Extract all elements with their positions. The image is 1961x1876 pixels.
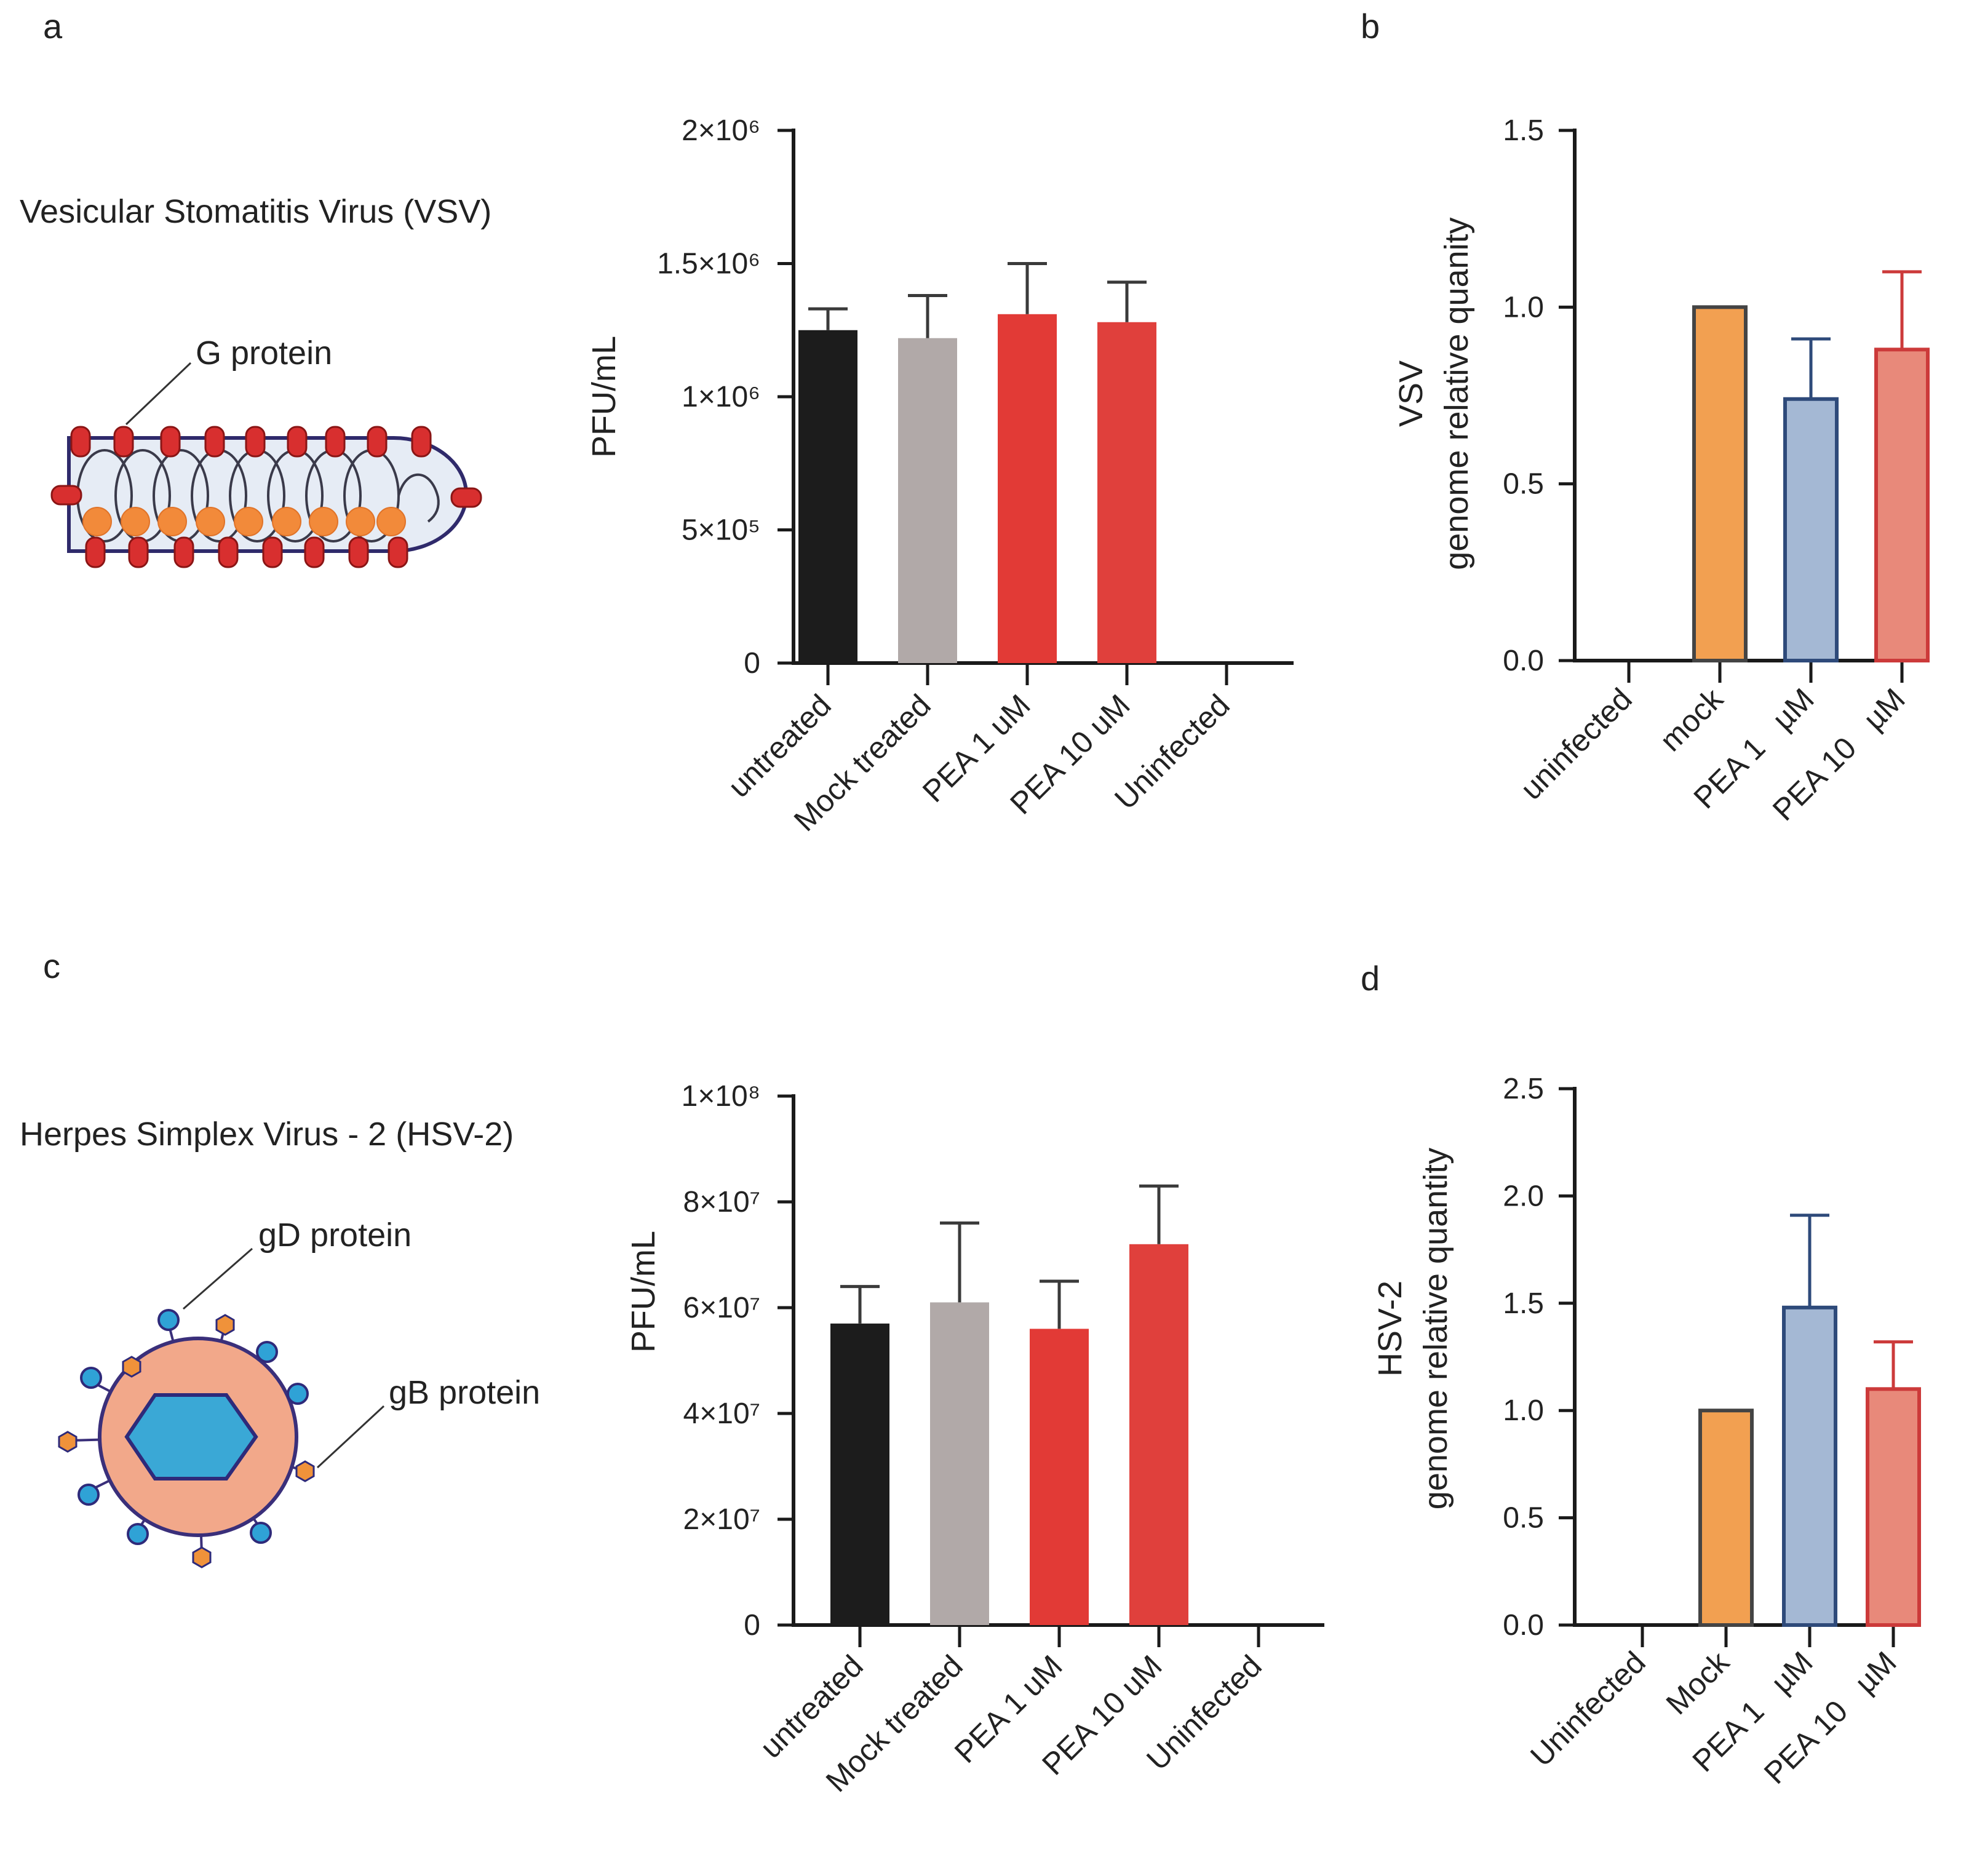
y-tick-label: 0 <box>744 1609 760 1642</box>
hsv-schematic: Herpes Simplex Virus - 2 (HSV-2) gD prot… <box>20 1116 540 1568</box>
bar-pea-10-m <box>1874 348 1930 662</box>
chart-b: 0.0 0.5 1.0 1.5 VSV genome relative quanity un… <box>1393 114 1930 827</box>
hsv-gb-proteins <box>58 1314 315 1568</box>
bar-untreated <box>830 1323 889 1625</box>
y-tick-label: 1.5 <box>1503 114 1544 147</box>
y-tick-label: 2×10⁷ <box>683 1503 760 1536</box>
y-tick-label: 1×10⁶ <box>682 381 760 413</box>
y-tick-label: 0.0 <box>1503 645 1544 677</box>
y-tick-label: 5×10⁵ <box>682 514 760 547</box>
x-category-label: Mock <box>1660 1644 1736 1721</box>
y-axis-label: PFU/mL <box>586 336 623 458</box>
y-tick-label: 0.0 <box>1503 1609 1544 1642</box>
bar-pea-10-m <box>1866 1387 1921 1628</box>
panel-letter-d: d <box>1361 959 1380 998</box>
y-tick-label: 1.5×10⁶ <box>657 248 760 280</box>
bar-pea-10-um <box>1097 322 1156 663</box>
vsv-title: Vesicular Stomatitis Virus (VSV) <box>20 193 491 230</box>
y-axis-label: PFU/mL <box>625 1231 662 1353</box>
y-tick-label: 8×10⁷ <box>683 1186 760 1218</box>
bar-pea-1-m <box>1782 1305 1837 1627</box>
y-tick-label: 0.5 <box>1503 1502 1544 1535</box>
hsv-gd-proteins <box>78 1309 309 1545</box>
hsv-gd-leader <box>183 1247 253 1310</box>
y-tick-label: 1.0 <box>1503 1394 1544 1427</box>
y-tick-label: 1×10⁸ <box>682 1080 760 1113</box>
hsv-gb-protein-label: gB protein <box>389 1374 540 1411</box>
x-category-label: mock <box>1653 681 1730 758</box>
bar-mock-treated <box>930 1302 989 1625</box>
bar-pea-1-m <box>1783 397 1839 662</box>
vsv-g-protein-leader <box>125 362 192 426</box>
vsv-nucleoproteins <box>82 507 406 536</box>
bar-untreated <box>798 330 857 663</box>
bar-pea-1-um <box>998 314 1057 663</box>
y-tick-label: 1.0 <box>1503 291 1544 324</box>
hsv-capsid <box>124 1393 258 1481</box>
y-tick-label: 6×10⁷ <box>683 1292 760 1324</box>
y-axis-label: HSV-2 <box>1372 1281 1409 1377</box>
chart-c: 02×10⁷4×10⁷6×10⁷8×10⁷1×10⁸PFU/mLuntreate… <box>625 1080 1324 1798</box>
panel-letter-b: b <box>1361 7 1380 46</box>
y-axis-label: genome relative quantity <box>1417 1148 1454 1509</box>
bar-pea-10-um <box>1129 1244 1188 1625</box>
y-axis-label: VSV <box>1393 360 1430 427</box>
panel-letter-c: c <box>43 947 60 985</box>
hsv-title: Herpes Simplex Virus - 2 (HSV-2) <box>20 1116 514 1153</box>
vsv-g-proteins <box>50 426 482 568</box>
y-tick-label: 0 <box>744 647 760 680</box>
x-category-label: Uninfected <box>1524 1645 1652 1773</box>
y-tick-label: 0.5 <box>1503 468 1544 501</box>
bar-mock-treated <box>898 338 957 663</box>
y-tick-label: 2.0 <box>1503 1180 1544 1212</box>
hsv-gb-leader <box>316 1405 385 1469</box>
y-tick-label: 4×10⁷ <box>683 1397 760 1430</box>
y-tick-label: 1.5 <box>1503 1287 1544 1320</box>
x-category-label: uninfected <box>1514 682 1639 806</box>
vsv-schematic: Vesicular Stomatitis Virus (VSV) G prote… <box>20 193 491 568</box>
chart-d: 0.0 0.5 1.0 1.5 2.0 2.5 HSV-2 genome relative q… <box>1372 1073 1921 1791</box>
y-tick-label: 2×10⁶ <box>682 114 760 147</box>
chart-a: 05×10⁵1×10⁶1.5×10⁶2×10⁶PFU/mLuntreatedMo… <box>586 114 1294 838</box>
vsv-g-protein-label: G protein <box>196 335 332 372</box>
y-tick-label: 2.5 <box>1503 1073 1544 1105</box>
panel-letter-a: a <box>43 7 63 46</box>
bar-mock <box>1692 305 1748 663</box>
hsv-gd-protein-label: gD protein <box>258 1217 412 1254</box>
y-axis-label: genome relative quanity <box>1438 217 1475 570</box>
bar-pea-1-um <box>1030 1329 1089 1625</box>
bar-mock <box>1698 1409 1754 1627</box>
